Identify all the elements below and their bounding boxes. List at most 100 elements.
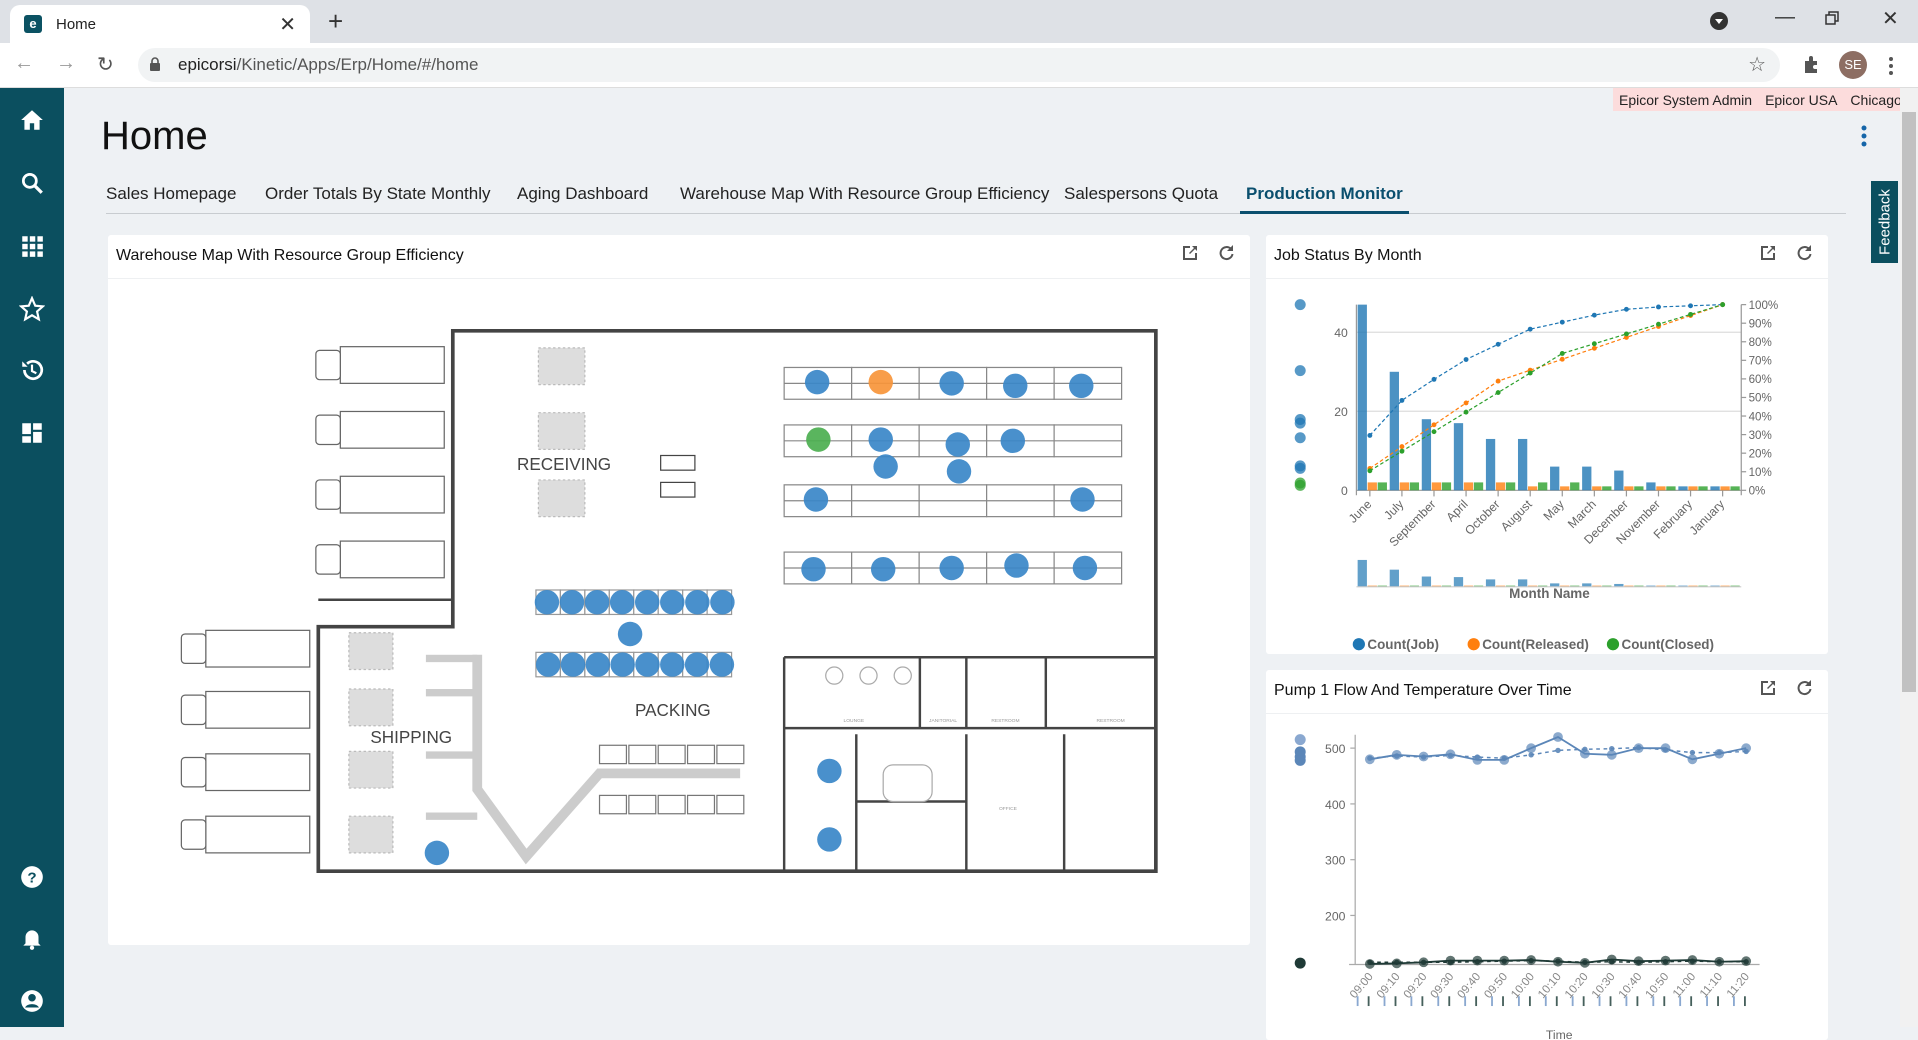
pallet: [537, 412, 586, 450]
refresh-icon[interactable]: [1794, 678, 1814, 698]
resource-group-marker: [534, 589, 560, 615]
refresh-icon[interactable]: [1794, 243, 1814, 263]
new-tab-icon[interactable]: +: [328, 6, 344, 36]
help-icon[interactable]: ?: [19, 864, 45, 890]
series-point: [1528, 752, 1534, 758]
navigator-bar: [1389, 569, 1399, 587]
y-tick-label: 20: [1334, 405, 1348, 419]
page-scrollbar[interactable]: [1900, 88, 1918, 1027]
svg-text:?: ?: [27, 869, 36, 886]
conveyor-feed: [425, 654, 478, 663]
mini-legend-dot: [1294, 365, 1306, 377]
bar-Count(Job): [1453, 423, 1464, 491]
reload-icon[interactable]: ↻: [97, 54, 114, 76]
extensions-icon[interactable]: [1802, 55, 1822, 75]
tab-salespersons-quota[interactable]: Salespersons Quota: [1064, 184, 1219, 203]
bar-Count(Released): [1367, 482, 1377, 491]
office-walls: [782, 656, 1156, 872]
star-icon[interactable]: [19, 296, 45, 322]
browser-tab[interactable]: e Home ✕: [10, 5, 310, 43]
truck-cab: [315, 544, 341, 575]
bell-icon[interactable]: [19, 925, 45, 951]
back-icon[interactable]: ←: [14, 52, 34, 74]
series-point: [1582, 959, 1588, 965]
open-external-icon[interactable]: [1758, 678, 1778, 698]
profile-dropdown-icon[interactable]: [1710, 12, 1728, 30]
feedback-button[interactable]: Feedback: [1871, 181, 1898, 263]
x-axis-title: Month Name: [1509, 586, 1590, 601]
series-point: [1716, 749, 1722, 756]
tab-order-totals[interactable]: Order Totals By State Monthly: [265, 184, 491, 203]
bar-Count(Job): [1550, 466, 1560, 491]
tab-production-monitor[interactable]: Production Monitor: [1240, 184, 1409, 214]
epicor-logo-icon: e: [24, 15, 42, 33]
mini-legend-dot: [1294, 417, 1306, 429]
x-tick-label: 10:20: [1562, 970, 1591, 1001]
tab-sales-homepage[interactable]: Sales Homepage: [106, 184, 237, 203]
series-point: [1420, 754, 1427, 760]
restore-icon[interactable]: [1825, 11, 1839, 25]
packing-table: [628, 794, 657, 815]
apps-grid-icon[interactable]: [19, 233, 45, 259]
legend-swatch: [1606, 638, 1620, 651]
home-icon[interactable]: [19, 107, 45, 133]
truck-cab: [180, 694, 207, 726]
bar-Count(Job): [1389, 371, 1399, 491]
cumulative-point: [1399, 444, 1405, 450]
resource-group-marker: [660, 589, 685, 615]
browser-menu-icon[interactable]: [1888, 56, 1894, 76]
bar-Count(Closed): [1409, 482, 1420, 491]
history-icon[interactable]: [19, 357, 45, 383]
cumulative-point: [1495, 378, 1501, 384]
legend-label: Count(Released): [1482, 637, 1589, 652]
sidebar: ?: [0, 88, 64, 1027]
bookmark-star-icon[interactable]: ☆: [1748, 54, 1766, 76]
series-point: [1743, 748, 1749, 755]
series-point: [1555, 747, 1561, 754]
tab-warehouse-map[interactable]: Warehouse Map With Resource Group Effici…: [680, 184, 1050, 203]
restroom-label: RESTROOM: [991, 718, 1019, 724]
refresh-icon[interactable]: [1216, 243, 1236, 263]
x-tick-label: July: [1381, 497, 1407, 523]
more-options-icon[interactable]: [1858, 124, 1870, 148]
x-tick-label: August: [1498, 497, 1535, 534]
bar-Count(Closed): [1602, 486, 1612, 491]
receiving-label: RECEIVING: [517, 455, 611, 474]
x-axis-title: Time: [1546, 1028, 1573, 1040]
packing-table: [657, 794, 686, 815]
series-point: [1662, 747, 1669, 753]
company-name[interactable]: Epicor USA: [1765, 91, 1838, 108]
x-tick-label: June: [1346, 497, 1375, 526]
forward-icon[interactable]: →: [56, 52, 76, 74]
y2-tick-label: 10%: [1749, 466, 1772, 479]
y2-tick-label: 80%: [1749, 336, 1772, 349]
series-point: [1689, 958, 1696, 964]
minimize-icon[interactable]: —: [1775, 6, 1795, 28]
search-icon[interactable]: [19, 170, 45, 196]
open-external-icon[interactable]: [1180, 243, 1200, 263]
panel-title: Job Status By Month: [1274, 247, 1422, 264]
x-tick-label: 09:10: [1374, 970, 1403, 1001]
user-name[interactable]: Epicor System Admin: [1619, 91, 1753, 108]
url-input[interactable]: epicorsi/Kinetic/Apps/Erp/Home/#/home ☆: [138, 48, 1780, 82]
scrollbar-thumb[interactable]: [1902, 112, 1916, 692]
dashboard-icon[interactable]: [19, 420, 45, 446]
bar-Count(Released): [1624, 486, 1634, 491]
mini-legend-dot: [1294, 432, 1306, 444]
x-tick-label: 10:50: [1643, 970, 1672, 1001]
tab-aging-dashboard[interactable]: Aging Dashboard: [517, 184, 649, 203]
open-external-icon[interactable]: [1758, 243, 1778, 263]
bar-Count(Closed): [1698, 486, 1708, 491]
avatar[interactable]: SE: [1839, 51, 1867, 79]
close-tab-icon[interactable]: ✕: [279, 13, 296, 36]
user-icon[interactable]: [19, 988, 45, 1014]
truck-cab: [315, 479, 341, 510]
x-tick-label: January: [1687, 497, 1728, 538]
site-name[interactable]: Chicago: [1850, 91, 1902, 108]
close-window-icon[interactable]: ✕: [1882, 8, 1899, 30]
series-point: [1367, 755, 1373, 761]
restroom-label: RESTROOM: [1097, 718, 1125, 724]
bar-Count(Job): [1421, 419, 1432, 491]
series-point: [1579, 748, 1590, 759]
resource-group-marker: [585, 652, 611, 677]
